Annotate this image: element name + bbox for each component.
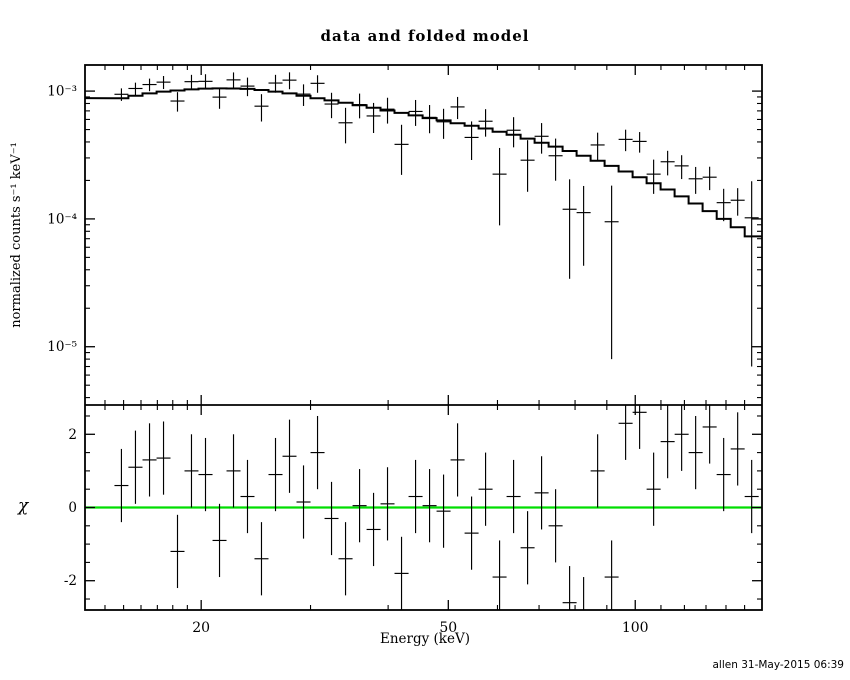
svg-text:20: 20: [192, 620, 210, 636]
y-axis-label-spectrum: normalized counts s⁻¹ keV⁻¹: [9, 142, 24, 328]
svg-text:0: 0: [68, 500, 77, 516]
x-axis-label-energy: Energy (keV): [379, 631, 470, 647]
timestamp: allen 31-May-2015 06:39: [712, 659, 844, 671]
svg-text:2: 2: [68, 427, 77, 443]
plot-title: data and folded model: [320, 27, 530, 45]
svg-text:100: 100: [622, 620, 649, 636]
svg-text:10⁻³: 10⁻³: [47, 84, 77, 100]
svg-text:10⁻⁵: 10⁻⁵: [47, 339, 77, 355]
svg-text:-2: -2: [64, 573, 77, 589]
svg-text:50: 50: [439, 620, 457, 636]
y-axis-label-chi: χ: [18, 496, 29, 516]
svg-text:10⁻⁴: 10⁻⁴: [47, 211, 77, 227]
